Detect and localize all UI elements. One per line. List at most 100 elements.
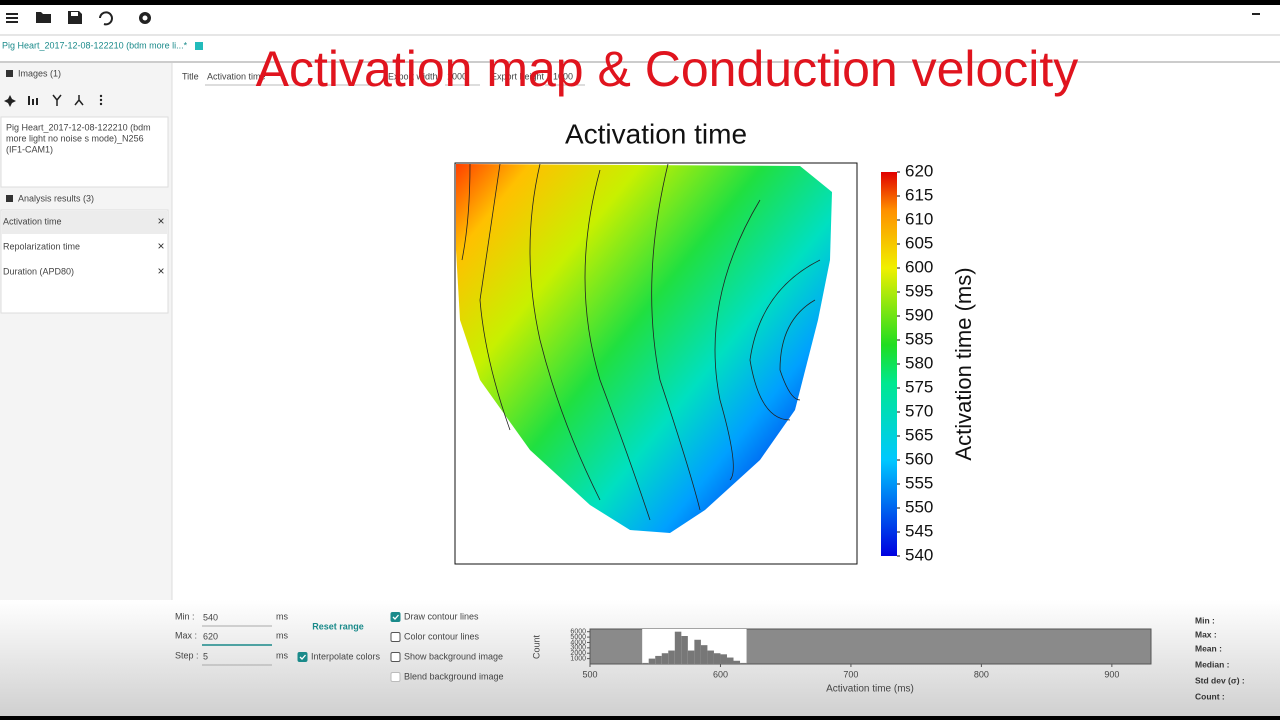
export-width-field[interactable]: 1000: [447, 71, 467, 81]
title-label: Title: [182, 71, 199, 81]
analysis-header: Analysis results (3): [18, 193, 94, 203]
histogram-bar: [713, 653, 721, 664]
colorbar-tick-label: 590: [905, 305, 933, 324]
colorbar-tick-label: 560: [905, 449, 933, 468]
colorbar-tick-label: 540: [905, 545, 933, 564]
title-field[interactable]: Activation time: [207, 71, 266, 81]
remove-button[interactable]: ×: [157, 264, 164, 278]
histogram-bar: [740, 662, 747, 664]
result-item[interactable]: Activation time: [3, 216, 62, 226]
histogram-bar: [707, 650, 714, 664]
colorbar-tick-label: 600: [905, 257, 933, 276]
toolbar-icons[interactable]: [6, 11, 1260, 26]
stat-label: Median :: [1195, 659, 1230, 669]
histogram-bar: [700, 645, 708, 664]
colorbar-label: Activation time (ms): [951, 267, 976, 460]
histogram-bar: [720, 654, 727, 664]
map-title: Activation time: [565, 118, 747, 149]
checkbox-label: Interpolate colors: [311, 651, 381, 661]
histogram-bar: [733, 660, 741, 664]
checkbox-label: Blend background image: [404, 671, 504, 681]
colorbar: [881, 172, 897, 556]
hist-x-tick-label: 600: [713, 669, 728, 679]
checkbox-label: Show background image: [404, 651, 503, 661]
image-name: more light no noise s mode)_N256: [6, 133, 144, 143]
histogram-bar: [681, 636, 688, 664]
tab-close[interactable]: [195, 42, 203, 50]
min-label: Min :: [175, 611, 195, 621]
unit: ms: [276, 611, 288, 621]
contour-lines: [461, 163, 821, 521]
histogram-bar: [648, 658, 656, 664]
remove-button[interactable]: ×: [157, 239, 164, 253]
icon: [6, 70, 13, 77]
toolbar: [0, 5, 1280, 35]
checkbox-label: Draw contour lines: [404, 611, 479, 621]
step-label: Step :: [175, 650, 199, 660]
image-tools[interactable]: [4, 94, 103, 107]
colorbar-tick-label: 595: [905, 281, 933, 300]
activation-map: [456, 164, 832, 533]
remove-button[interactable]: ×: [157, 214, 164, 228]
checkbox[interactable]: [297, 652, 308, 662]
max-label: Max :: [175, 630, 197, 640]
bottom-border: [0, 716, 1280, 720]
checkbox[interactable]: [390, 652, 401, 662]
stat-label: Min :: [1195, 615, 1215, 625]
stat-label: Mean :: [1195, 643, 1222, 653]
histogram-bar: [655, 655, 662, 664]
histogram-bar: [726, 657, 734, 664]
hist-y-tick-label: 4000: [570, 639, 586, 646]
hist-y-tick-label: 2000: [570, 650, 586, 657]
min-field[interactable]: 540: [203, 612, 218, 622]
histogram-bar: [694, 639, 701, 664]
colorbar-tick-label: 610: [905, 209, 933, 228]
export-width-label: Export width: [388, 71, 438, 81]
check: [392, 614, 399, 620]
colorbar-tick-label: 615: [905, 185, 933, 204]
step-field[interactable]: 5: [203, 651, 208, 661]
hist-y-tick-label: 5000: [570, 634, 586, 641]
histogram-bar: [661, 653, 669, 664]
hist-y-tick-label: 1000: [570, 655, 586, 662]
unit: ms: [276, 630, 288, 640]
checkbox[interactable]: [390, 632, 401, 642]
image-item[interactable]: [0, 116, 169, 188]
checkbox[interactable]: [390, 612, 401, 622]
colorbar-tick-label: 605: [905, 233, 933, 252]
histogram-bar: [687, 650, 695, 664]
colorbar-tick-label: 565: [905, 425, 933, 444]
unit: ms: [276, 650, 288, 660]
top-border: [0, 0, 1280, 5]
result-item[interactable]: Repolarization time: [3, 241, 80, 251]
stat-label: Max :: [1195, 629, 1217, 639]
colorbar-tick-label: 570: [905, 401, 933, 420]
colorbar-tick-label: 555: [905, 473, 933, 492]
images-header: Images (1): [18, 68, 61, 78]
file-tab[interactable]: Pig Heart_2017-12-08-122210 (bdm more li…: [2, 40, 188, 50]
max-field[interactable]: 620: [203, 631, 218, 641]
hist-y-tick-label: 6000: [570, 629, 586, 636]
hist-y-tick-label: 3000: [570, 645, 586, 652]
colorbar-tick-label: 575: [905, 377, 933, 396]
hist-x-tick-label: 500: [582, 669, 597, 679]
check: [299, 654, 306, 660]
result-highlight: [2, 211, 167, 234]
colorbar-tick-label: 550: [905, 497, 933, 516]
stat-label: Count :: [1195, 691, 1225, 701]
colorbar-tick-label: 580: [905, 353, 933, 372]
colorbar-tick-label: 545: [905, 521, 933, 540]
checkbox-label: Color contour lines: [404, 631, 480, 641]
hist-x-label: Activation time (ms): [826, 684, 914, 695]
result-item[interactable]: Duration (APD80): [3, 266, 74, 276]
histogram-bar: [642, 662, 649, 664]
hist-x-tick-label: 800: [974, 669, 989, 679]
overlay-title: Activation map & Conduction velocity: [256, 41, 1079, 97]
histogram-bar: [668, 650, 675, 664]
export-height-field[interactable]: 1000: [553, 71, 573, 81]
image-name: (IF1-CAM1): [6, 144, 53, 154]
reset-range-button[interactable]: Reset range: [312, 621, 364, 631]
hist-x-tick-label: 900: [1104, 669, 1119, 679]
colorbar-tick-label: 620: [905, 161, 933, 180]
